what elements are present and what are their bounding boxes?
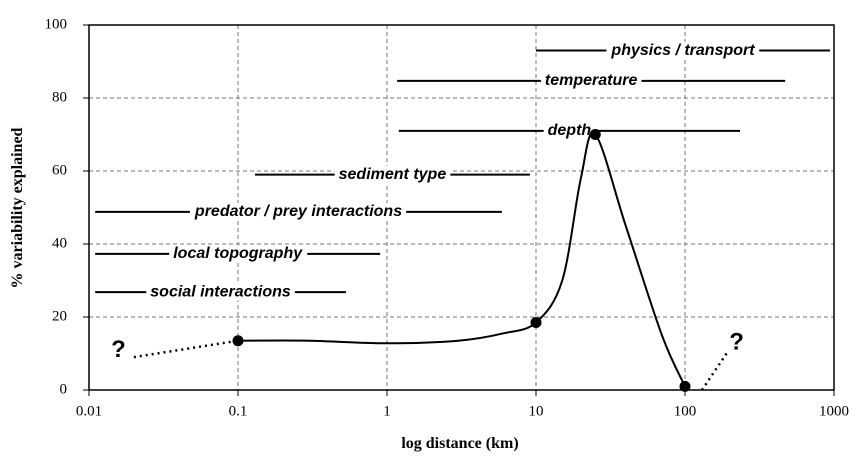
point bbox=[589, 129, 601, 140]
range-label-bg bbox=[540, 72, 642, 90]
range-label: predator / prey interactions bbox=[194, 203, 402, 220]
range-label-group: local topography bbox=[169, 245, 308, 263]
y-axis-title: % variability explained bbox=[9, 127, 26, 288]
range-label-group: depth bbox=[543, 122, 596, 140]
x-axis-title: log distance (km) bbox=[401, 435, 518, 452]
point bbox=[232, 335, 244, 347]
x-tick-label: 100 bbox=[674, 403, 697, 419]
range-label-bg bbox=[189, 203, 407, 221]
range-label-group: physics / transport bbox=[606, 41, 760, 59]
x-tick-label: 1 bbox=[383, 403, 391, 419]
range-label: sediment type bbox=[339, 166, 447, 183]
y-tick-label: 80 bbox=[52, 89, 67, 105]
dotted-line bbox=[133, 339, 239, 359]
range-label: depth bbox=[548, 122, 592, 139]
y-tick-label: 60 bbox=[52, 162, 67, 178]
range-label-group: predator / prey interactions bbox=[189, 203, 407, 221]
x-tick-label: 10 bbox=[529, 403, 544, 419]
range-label: local topography bbox=[173, 245, 303, 262]
question-mark: ? bbox=[111, 336, 126, 363]
range-label: social interactions bbox=[150, 283, 291, 300]
range-label-bg bbox=[146, 283, 295, 301]
range-label-group: temperature bbox=[540, 72, 642, 90]
point bbox=[679, 380, 691, 392]
range-label-bg bbox=[543, 122, 596, 140]
y-tick-label: 20 bbox=[52, 308, 67, 324]
point bbox=[530, 316, 542, 328]
x-tick-label: 0.1 bbox=[229, 403, 248, 419]
plot-frame bbox=[88, 24, 835, 391]
range-label-bg bbox=[169, 245, 308, 263]
x-tick-label: 0.01 bbox=[76, 403, 102, 419]
range-label-group: social interactions bbox=[146, 283, 295, 301]
y-tick-label: 0 bbox=[60, 381, 68, 397]
range-label-group: sediment type bbox=[334, 165, 451, 183]
curve bbox=[237, 132, 686, 387]
dotted-line bbox=[700, 352, 728, 391]
range-label-bg bbox=[334, 165, 451, 183]
range-label: temperature bbox=[545, 72, 638, 89]
range-label: physics / transport bbox=[610, 42, 755, 59]
x-tick-label: 1000 bbox=[819, 403, 849, 419]
y-tick-label: 40 bbox=[52, 235, 67, 251]
question-mark: ? bbox=[729, 329, 744, 356]
range-label-bg bbox=[606, 41, 760, 59]
y-tick-label: 100 bbox=[45, 16, 68, 32]
